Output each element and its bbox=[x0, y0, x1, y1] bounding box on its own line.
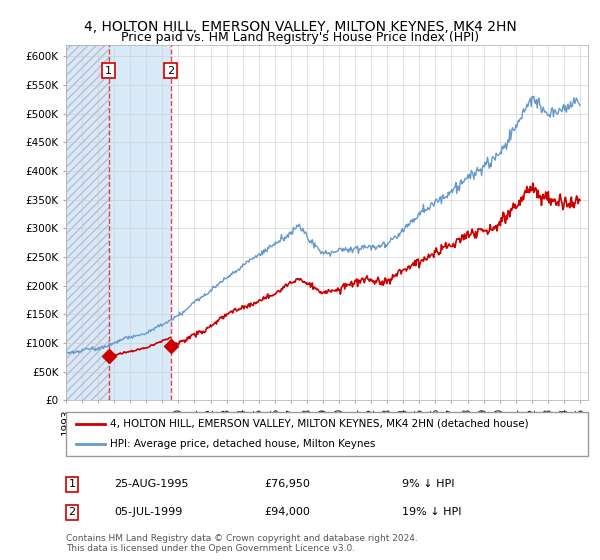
Text: 9% ↓ HPI: 9% ↓ HPI bbox=[402, 479, 455, 489]
Text: 2: 2 bbox=[68, 507, 76, 517]
Text: 25-AUG-1995: 25-AUG-1995 bbox=[114, 479, 188, 489]
Text: 4, HOLTON HILL, EMERSON VALLEY, MILTON KEYNES, MK4 2HN: 4, HOLTON HILL, EMERSON VALLEY, MILTON K… bbox=[83, 20, 517, 34]
Text: 2: 2 bbox=[167, 66, 174, 76]
Bar bbox=[66, 45, 109, 400]
Text: 1: 1 bbox=[68, 479, 76, 489]
Text: 1: 1 bbox=[105, 66, 112, 76]
Text: 4, HOLTON HILL, EMERSON VALLEY, MILTON KEYNES, MK4 2HN (detached house): 4, HOLTON HILL, EMERSON VALLEY, MILTON K… bbox=[110, 419, 529, 429]
Text: £76,950: £76,950 bbox=[264, 479, 310, 489]
Text: 19% ↓ HPI: 19% ↓ HPI bbox=[402, 507, 461, 517]
FancyBboxPatch shape bbox=[66, 412, 588, 456]
Bar bbox=[109, 45, 171, 400]
Text: Contains HM Land Registry data © Crown copyright and database right 2024.
This d: Contains HM Land Registry data © Crown c… bbox=[66, 534, 418, 553]
Text: £94,000: £94,000 bbox=[264, 507, 310, 517]
Text: 05-JUL-1999: 05-JUL-1999 bbox=[114, 507, 182, 517]
Text: Price paid vs. HM Land Registry's House Price Index (HPI): Price paid vs. HM Land Registry's House … bbox=[121, 31, 479, 44]
Text: HPI: Average price, detached house, Milton Keynes: HPI: Average price, detached house, Milt… bbox=[110, 439, 376, 449]
